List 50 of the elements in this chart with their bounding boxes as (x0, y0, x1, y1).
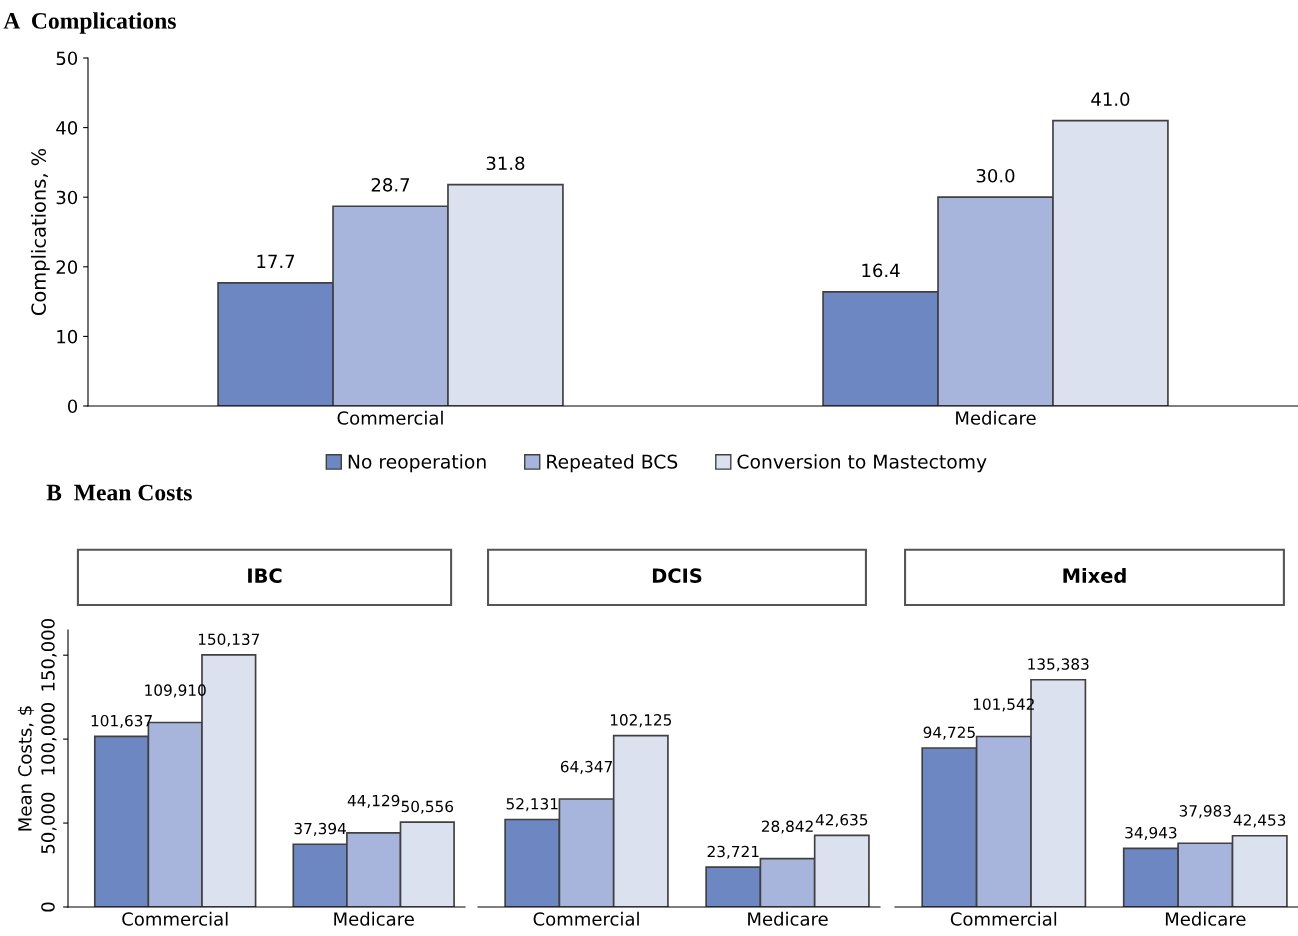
data-label: 37,394 (294, 822, 346, 836)
data-label: 23,721 (707, 845, 759, 859)
x-tick-label: Medicare (1165, 911, 1246, 926)
data-label: 94,725 (923, 726, 975, 740)
y-tick-label: 10 (57, 329, 78, 344)
x-tick-label: Commercial (533, 911, 639, 926)
data-label: 30.0 (976, 168, 1015, 183)
data-label: 28,842 (761, 820, 813, 834)
data-label: 102,125 (610, 714, 672, 728)
data-label: 41.0 (1091, 92, 1130, 107)
data-label: 16.4 (862, 263, 900, 278)
data-label: 101,637 (91, 714, 152, 729)
x-tick-label: Medicare (334, 911, 414, 926)
y-axis-title: Mean Costs, $ (17, 706, 35, 831)
x-tick-label: Commercial (337, 410, 443, 425)
chart-title: A Complications (3, 12, 176, 34)
data-label: 150,137 (198, 633, 260, 647)
data-label: 42,635 (815, 813, 868, 828)
chart-title: B Mean Costs (46, 484, 192, 501)
x-tick-label: Commercial (122, 911, 228, 926)
data-label: 52,131 (506, 798, 558, 812)
data-label: 44,129 (347, 794, 400, 808)
y-tick-label: 150,000 (41, 619, 57, 691)
y-tick-label: 100,000 (41, 702, 57, 775)
x-tick-label: Commercial (950, 911, 1057, 926)
data-label: 37,983 (1179, 805, 1231, 819)
y-tick-label: 30 (56, 190, 78, 205)
y-tick-label: 0 (41, 902, 55, 912)
chart-subtitle: DCIS (652, 568, 702, 584)
y-tick-label: 50,000 (41, 792, 57, 854)
data-label: 64,347 (560, 760, 612, 774)
x-tick-label: Medicare (748, 911, 828, 926)
legend-label: Repeated BCS (547, 454, 678, 473)
legend-label: Conversion to Mastectomy (737, 454, 987, 473)
legend-label: No reoperation (348, 454, 486, 473)
data-label: 17.7 (257, 254, 295, 268)
y-tick-label: 40 (56, 121, 78, 135)
x-tick-label: Medicare (956, 410, 1036, 425)
data-label: 42,453 (1233, 814, 1286, 828)
y-tick-label: 50 (56, 51, 78, 66)
data-label: 28.7 (371, 177, 410, 192)
data-label: 31.8 (486, 156, 525, 171)
data-label: 135,383 (1028, 658, 1089, 672)
data-label: 34,943 (1125, 826, 1177, 840)
chart-subtitle: Mixed (1063, 567, 1126, 584)
y-tick-label: 0 (67, 399, 78, 414)
y-tick-label: 20 (56, 260, 78, 274)
chart-subtitle: IBC (248, 568, 282, 584)
data-label: 50,556 (401, 800, 454, 814)
y-axis-title: Complications, % (30, 148, 50, 316)
